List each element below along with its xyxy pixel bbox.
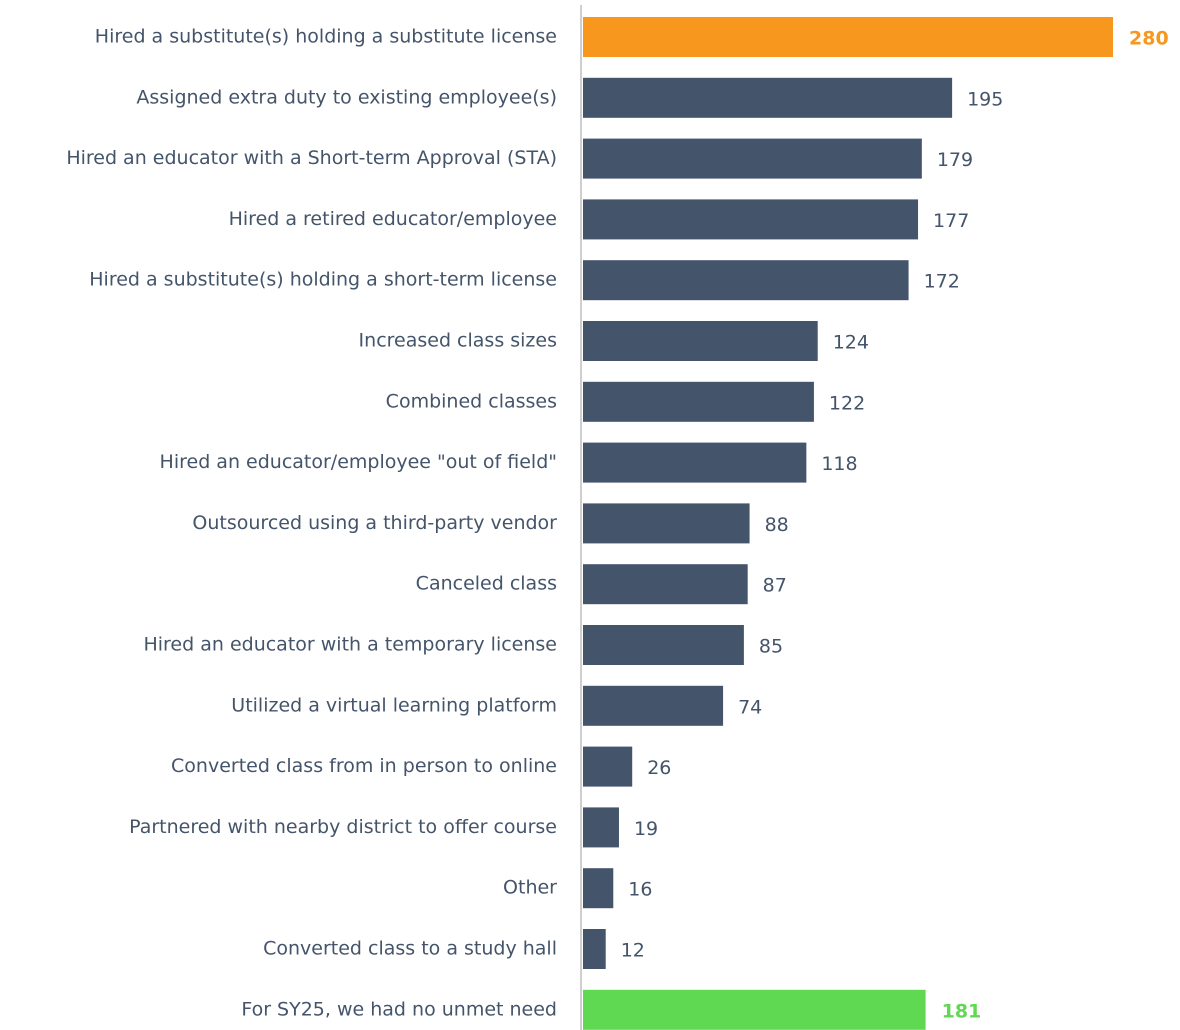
value-label: 88 (765, 514, 789, 536)
value-label: 118 (821, 453, 857, 475)
category-label: Other (503, 877, 557, 899)
bar (583, 807, 619, 848)
category-label: Converted class to a study hall (263, 938, 557, 960)
value-label: 87 (763, 575, 787, 597)
category-label: Converted class from in person to online (171, 755, 557, 777)
bar (583, 381, 814, 422)
category-label: Assigned extra duty to existing employee… (136, 86, 557, 108)
category-label: Hired an educator/employee "out of field… (160, 451, 557, 473)
bar (583, 989, 926, 1030)
value-label: 74 (738, 696, 762, 718)
value-label: 181 (942, 1000, 982, 1022)
category-label: Combined classes (386, 390, 557, 412)
value-label: 177 (933, 210, 969, 232)
bar (583, 625, 744, 665)
category-label: Outsourced using a third-party vendor (192, 512, 557, 534)
bar (583, 442, 807, 483)
category-label: Utilized a virtual learning platform (231, 694, 557, 716)
category-label: Increased class sizes (359, 330, 557, 352)
bar (583, 503, 750, 544)
value-label: 85 (759, 636, 783, 658)
bar (583, 77, 953, 118)
category-label: For SY25, we had no unmet need (241, 998, 557, 1020)
bar (583, 17, 1113, 57)
bar (583, 138, 922, 179)
bar (583, 199, 919, 240)
category-label: Canceled class (416, 573, 557, 595)
value-label: 179 (937, 149, 973, 171)
bar (583, 868, 614, 909)
value-label: 172 (924, 271, 960, 293)
bar (583, 685, 724, 726)
category-label: Hired an educator with a temporary licen… (143, 634, 557, 656)
category-label: Hired a substitute(s) holding a substitu… (95, 26, 557, 48)
value-label: 280 (1129, 28, 1169, 50)
value-label: 19 (634, 818, 658, 840)
bar (583, 929, 606, 969)
value-label: 122 (829, 392, 865, 414)
value-label: 12 (621, 940, 645, 962)
bar (583, 746, 633, 787)
bar (583, 321, 818, 361)
category-label: Hired a retired educator/employee (229, 208, 557, 230)
bar (583, 260, 909, 301)
value-label: 124 (833, 332, 869, 354)
bar (583, 564, 748, 605)
category-label: Hired a substitute(s) holding a short-te… (89, 269, 557, 291)
value-label: 26 (647, 757, 671, 779)
value-label: 16 (628, 879, 652, 901)
value-label: 195 (967, 88, 1003, 110)
category-label: Partnered with nearby district to offer … (129, 816, 557, 838)
category-label: Hired an educator with a Short-term Appr… (66, 147, 557, 169)
